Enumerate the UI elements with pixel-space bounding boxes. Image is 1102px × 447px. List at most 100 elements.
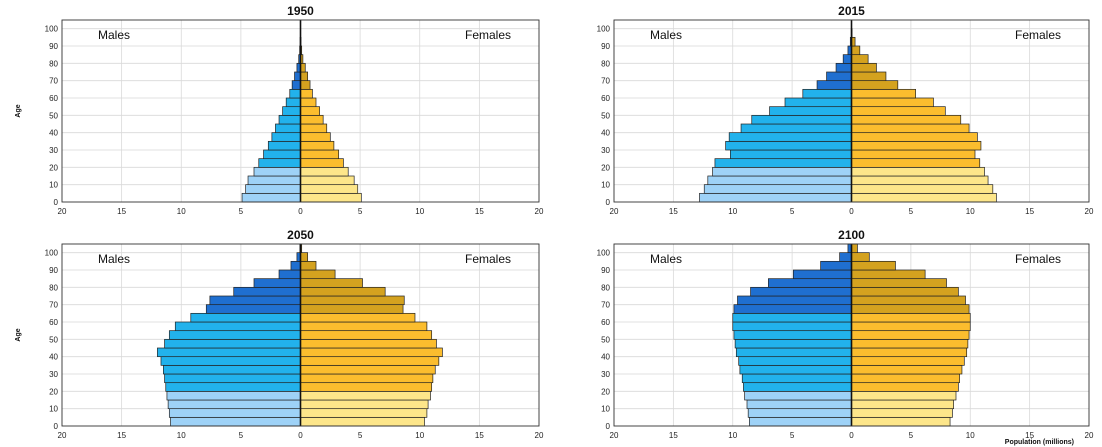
bar-male-5-9 [245, 184, 301, 194]
bar-male-0-4 [699, 192, 852, 203]
bar-female-60-64 [851, 312, 971, 323]
x-tick-label: 10 [728, 431, 737, 440]
bar-male-60-64 [802, 88, 852, 99]
bar-male-45-49 [164, 338, 301, 349]
bar-male-70-74 [737, 295, 852, 306]
bar-female-75-79 [851, 62, 877, 73]
bar-female-85-89 [851, 45, 861, 56]
bar-male-80-84 [842, 54, 852, 64]
bar-male-35-39 [728, 132, 852, 142]
bar-female-65-69 [851, 304, 970, 314]
bar-male-10-14 [746, 399, 852, 410]
x-tick-label: 15 [669, 207, 678, 216]
bar-female-70-74 [300, 71, 309, 82]
x-tick-label: 20 [610, 431, 619, 440]
bar-male-70-74 [826, 71, 852, 82]
bar-female-100+ [851, 243, 858, 254]
bar-female-55-59 [300, 97, 317, 108]
y-tick-label: 80 [49, 283, 58, 292]
bar-female-0-4 [851, 416, 951, 427]
y-tick-label: 30 [49, 146, 58, 155]
bar-female-20-24 [300, 382, 433, 392]
bar-female-70-74 [300, 295, 405, 306]
y-tick-label: 90 [601, 266, 610, 275]
bar-male-40-44 [275, 123, 301, 134]
bar-male-35-39 [271, 132, 301, 142]
bar-female-10-14 [300, 175, 355, 186]
bar-female-40-44 [851, 123, 970, 134]
bar-female-10-14 [300, 399, 429, 410]
bar-male-75-79 [750, 286, 852, 297]
x-tick-label: 0 [298, 431, 303, 440]
panel-title: 1950 [287, 4, 314, 18]
bar-female-45-49 [300, 114, 324, 125]
bar-male-85-89 [278, 269, 301, 280]
y-axis-title: Age [15, 104, 22, 117]
bar-female-70-74 [851, 71, 887, 82]
bar-female-35-39 [300, 132, 331, 142]
bar-male-15-19 [166, 390, 301, 401]
bar-male-65-69 [291, 80, 301, 90]
bar-female-60-64 [300, 312, 416, 323]
bar-male-20-24 [743, 382, 852, 392]
x-tick-label: 10 [415, 207, 424, 216]
bar-female-80-84 [300, 278, 363, 288]
bar-male-80-84 [253, 278, 301, 288]
y-tick-label: 50 [49, 111, 58, 120]
x-tick-label: 20 [535, 207, 544, 216]
bar-female-10-14 [851, 175, 989, 186]
bar-female-95-99 [300, 252, 309, 262]
bar-male-40-44 [157, 347, 301, 358]
x-tick-label: 5 [358, 431, 363, 440]
bar-female-20-24 [300, 158, 344, 168]
bar-male-70-74 [294, 71, 301, 82]
bar-male-25-29 [263, 149, 301, 160]
bar-male-40-44 [735, 347, 852, 358]
bar-female-75-79 [851, 286, 959, 297]
plot-frame [61, 19, 540, 203]
bar-female-50-54 [300, 330, 433, 340]
x-tick-label: 20 [1085, 207, 1094, 216]
bar-female-90-94 [851, 260, 896, 271]
x-tick-label: 15 [117, 207, 126, 216]
y-tick-label: 60 [601, 94, 610, 103]
bar-female-0-4 [300, 192, 362, 203]
bar-male-5-9 [747, 408, 852, 418]
x-tick-label: 5 [909, 207, 914, 216]
y-tick-label: 60 [49, 94, 58, 103]
bar-male-0-4 [170, 416, 301, 427]
y-tick-label: 90 [601, 42, 610, 51]
bar-male-75-79 [835, 62, 852, 73]
bar-female-65-69 [300, 304, 404, 314]
bar-male-80-84 [768, 278, 852, 288]
y-tick-label: 50 [601, 111, 610, 120]
y-tick-label: 100 [45, 25, 59, 34]
y-tick-label: 60 [601, 318, 610, 327]
x-tick-label: 15 [1025, 431, 1034, 440]
bar-male-0-4 [241, 192, 301, 203]
bar-male-55-59 [174, 321, 301, 332]
bar-female-10-14 [851, 399, 954, 410]
y-tick-label: 50 [49, 335, 58, 344]
y-tick-label: 100 [597, 249, 611, 258]
males-label: Males [650, 252, 682, 266]
bar-female-80-84 [851, 278, 947, 288]
panel-title: 2100 [838, 228, 865, 242]
y-tick-label: 20 [49, 387, 58, 396]
panel-title: 2015 [838, 4, 865, 18]
bar-female-25-29 [300, 373, 434, 384]
bar-female-5-9 [300, 184, 359, 194]
bar-male-10-14 [167, 399, 301, 410]
bar-male-50-54 [168, 330, 301, 340]
bar-male-60-64 [289, 88, 301, 99]
bar-male-60-64 [732, 312, 852, 323]
bar-female-5-9 [300, 408, 428, 418]
y-tick-label: 70 [49, 301, 58, 310]
y-tick-label: 90 [49, 42, 58, 51]
bar-male-20-24 [165, 382, 301, 392]
x-tick-label: 5 [239, 207, 244, 216]
bar-male-30-34 [267, 140, 301, 151]
panel-title: 2050 [287, 228, 314, 242]
x-tick-label: 15 [669, 431, 678, 440]
x-tick-label: 20 [58, 431, 67, 440]
